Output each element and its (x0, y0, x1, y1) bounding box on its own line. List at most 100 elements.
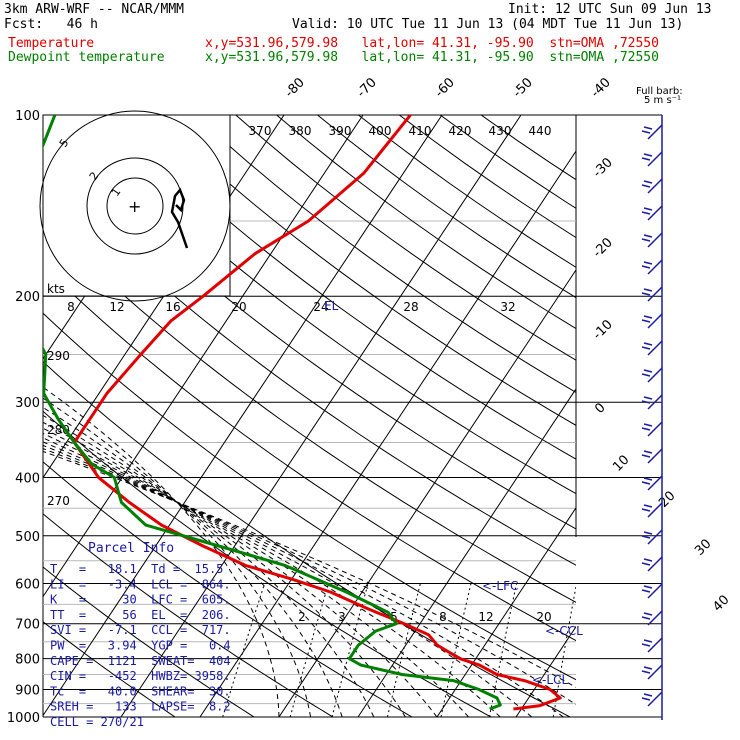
wind-key-label: Full barb: (636, 86, 683, 97)
isotherm-label: -70 (354, 75, 380, 101)
moist-adiabat (43, 421, 406, 717)
dewpoint-legend-info: x,y=531.96,579.98 lat,lon= 41.31, -95.90… (205, 50, 659, 65)
moist-adiabat (43, 397, 312, 717)
temperature-profile (72, 115, 562, 711)
wind-barb (641, 124, 663, 140)
dry-adiabat-label: 290 (47, 349, 70, 363)
dry-adiabat (43, 513, 334, 717)
pressure-tick-label: 200 (15, 290, 40, 305)
wind-barb (641, 421, 663, 437)
theta-label: 420 (449, 124, 472, 138)
dry-adiabat (43, 218, 576, 603)
wind-barb (641, 448, 663, 464)
parcel-info-row: TT = 56 EL = 206. (50, 608, 231, 622)
moist-adiabat (43, 427, 438, 717)
moist-adiabat (43, 450, 576, 688)
isotherm-label: -30 (590, 155, 616, 181)
pressure-tick-label: 1000 (7, 711, 40, 726)
speed-tick-label: 16 (165, 300, 180, 314)
wind-barb (641, 367, 663, 383)
isotherm-line (436, 506, 576, 717)
parcel-info-row: CIN = -452 HWBZ= 3958. (50, 669, 231, 683)
dry-adiabat-label: 270 (47, 494, 70, 508)
wind-barb (641, 286, 663, 302)
isotherm-label: -60 (432, 75, 458, 101)
dry-adiabat (43, 312, 576, 681)
el-marker: EL (324, 299, 339, 313)
pressure-tick-label: 800 (15, 653, 40, 668)
isotherm-line (120, 115, 522, 717)
wind-barb (641, 259, 663, 275)
hodograph-unit-label: kts (47, 282, 65, 296)
speed-tick-label: 12 (109, 300, 124, 314)
isotherm-line (43, 115, 443, 717)
speed-tick-label: 28 (403, 300, 418, 314)
moist-adiabat (43, 386, 280, 717)
dry-adiabat (439, 115, 576, 209)
moist-adiabat (43, 448, 576, 706)
dry-adiabat (153, 115, 576, 426)
lcl-marker: <-LCL (532, 673, 568, 687)
dewpoint-profile (43, 115, 502, 711)
pressure-tick-label: 100 (15, 109, 40, 124)
mixing-ratio-line (222, 583, 266, 717)
hodograph-ring-inner (106, 177, 164, 235)
theta-label: 370 (249, 124, 272, 138)
parcel-info-row: LI = -3.4 LCL = 864. (50, 577, 231, 591)
wind-barb (641, 394, 663, 410)
mixing-ratio-label: 5 (390, 610, 398, 624)
mixing-ratio-label: 12 (478, 610, 493, 624)
moist-adiabat (43, 432, 469, 717)
dry-adiabat (112, 115, 576, 460)
parcel-info-row: SVI = -7.1 CCL = 717. (50, 623, 231, 637)
parcel-info-title: Parcel Info (88, 541, 174, 556)
dry-adiabat (317, 115, 576, 299)
isotherm-label: 40 (710, 593, 732, 615)
lfc-marker: <-LFC (482, 579, 518, 593)
mixing-ratio-line (289, 583, 330, 717)
wind-barb (641, 313, 663, 329)
init-time: Init: 12 UTC Sun 09 Jun 13 (508, 2, 712, 17)
dry-adiabat (71, 115, 576, 495)
isotherm-label: -10 (590, 317, 616, 343)
parcel-info-row: Tc = 40.0 SHEAR= 30. (50, 684, 231, 698)
pressure-tick-label: 600 (15, 577, 40, 592)
isotherm-label: 10 (610, 453, 632, 475)
pressure-tick-label: 900 (15, 683, 40, 698)
pressure-tick-label: 700 (15, 618, 40, 633)
mixing-ratio-label: 8 (439, 610, 447, 624)
wind-barb (641, 637, 663, 653)
speed-tick-label: 8 (67, 300, 75, 314)
wind-barb (641, 529, 663, 545)
moist-adiabat (43, 406, 343, 717)
theta-label: 440 (529, 124, 552, 138)
ccl-marker: <-CCL (545, 624, 583, 638)
mixing-ratio-label: 20 (536, 610, 551, 624)
isotherm-line (199, 150, 576, 717)
mixing-ratio-line (606, 583, 626, 717)
speed-tick-label: 32 (500, 300, 515, 314)
forecast-hour: Fcst: 46 h (4, 17, 98, 32)
wind-barb (641, 502, 663, 518)
pressure-tick-label: 500 (15, 530, 40, 545)
wind-barb (641, 475, 663, 491)
dry-adiabat (43, 566, 255, 717)
dry-adiabat (43, 172, 576, 566)
hodograph-trace (170, 187, 189, 249)
wind-barb (641, 583, 663, 599)
dry-adiabat (43, 361, 571, 717)
dry-adiabat (194, 115, 576, 394)
isotherm-line (278, 269, 576, 717)
temperature-legend-label: Temperature (8, 36, 95, 51)
theta-label: 400 (369, 124, 392, 138)
mixing-ratio-line (386, 583, 421, 717)
dry-adiabat (43, 461, 413, 717)
isotherm-line (595, 115, 740, 717)
wind-barb (641, 664, 663, 680)
wind-barb (641, 205, 663, 221)
pressure-tick-label: 400 (15, 471, 40, 486)
isotherm-line (43, 115, 364, 598)
theta-label: 390 (329, 124, 352, 138)
parcel-info-row: CELL = 270/21 (50, 715, 144, 729)
isotherm-line (357, 388, 576, 717)
